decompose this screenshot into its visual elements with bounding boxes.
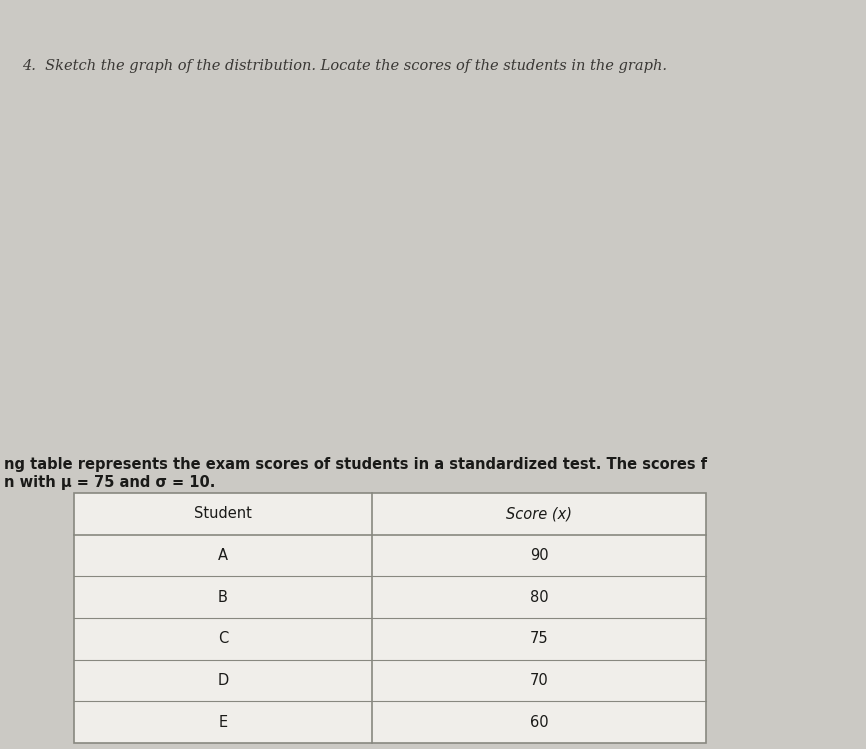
Text: 60: 60 xyxy=(530,715,548,730)
Text: E: E xyxy=(218,715,228,730)
Text: ng table represents the exam scores of students in a standardized test. The scor: ng table represents the exam scores of s… xyxy=(4,457,708,472)
Bar xyxy=(74,493,706,743)
Text: Score (x): Score (x) xyxy=(506,506,572,521)
Text: 90: 90 xyxy=(530,548,548,563)
Text: 4.  Sketch the graph of the distribution. Locate the scores of the students in t: 4. Sketch the graph of the distribution.… xyxy=(22,58,667,73)
Text: Student: Student xyxy=(194,506,252,521)
Text: A: A xyxy=(218,548,228,563)
Text: 75: 75 xyxy=(530,631,548,646)
Text: n with μ = 75 and σ = 10.: n with μ = 75 and σ = 10. xyxy=(4,475,216,490)
Bar xyxy=(74,493,706,743)
Text: 80: 80 xyxy=(530,589,548,604)
Text: 70: 70 xyxy=(530,673,548,688)
Text: C: C xyxy=(218,631,228,646)
Text: B: B xyxy=(218,589,228,604)
Text: D: D xyxy=(217,673,229,688)
